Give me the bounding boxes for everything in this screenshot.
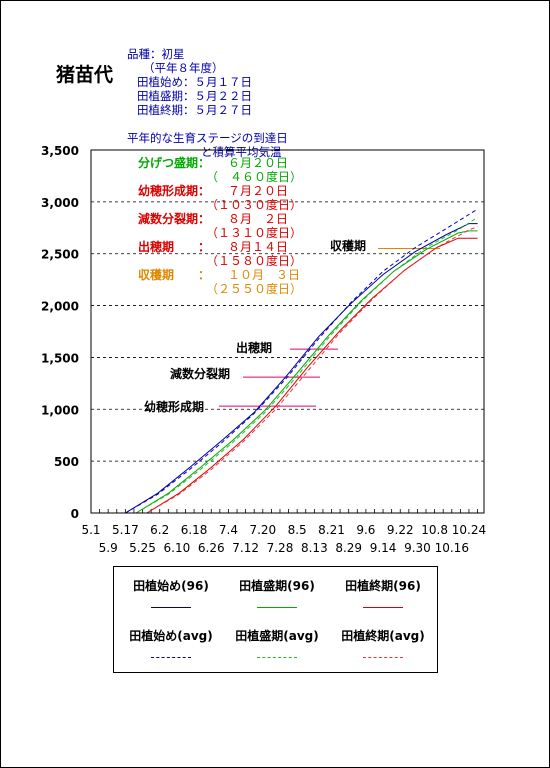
stage-label: 減数分裂期： [138,211,210,226]
series-lines [125,208,478,514]
x-tick-label: 10.16 [435,541,469,555]
legend-label-peak96: 田植盛期(96) [239,579,315,593]
legend-swatch-startavg [151,657,191,658]
stage-temp: （１３１０度日） [206,225,302,240]
x-tick-label: 8.29 [335,541,362,555]
x-tick-label: 8.5 [288,523,307,537]
chart-title: 猪苗代 [56,64,114,86]
x-tick-label: 7.4 [219,523,238,537]
y-tick-label: 3,500 [41,144,79,158]
subtitle-line2: と積算平均気温 [201,145,282,159]
legend: 田植始め(96) 田植盛期(96) 田植終期(96) 田植始め(avg) 田植盛… [113,566,438,673]
stage-label: 収穫期 ： [138,267,210,282]
series-line [135,230,478,514]
x-tick-label: 10.8 [421,523,448,537]
variety-label: 品種：初星 [127,47,185,61]
x-tick-label: 7.28 [267,541,294,555]
y-axis-ticks: 0 500 1,000 1,500 2,000 2,500 3,000 3,500 [41,144,79,521]
x-tick-label: 5.17 [112,523,139,537]
x-tick-label: 5.9 [99,541,118,555]
plant-start-label: 田植始め：５月１７日 [137,75,252,89]
stage-temp: （ ４６０度日） [206,169,302,184]
x-tick-label: 8.13 [301,541,328,555]
legend-label-peakavg: 田植盛期(avg) [235,629,319,643]
x-axis-ticks: 5.1 5.17 6.2 6.18 7.4 7.20 8.5 8.21 9.6 9.22 10.8 1… [81,509,486,555]
stage-temp: （１５８０度日） [206,253,302,268]
plant-peak-label: 田植盛期：５月２２日 [137,89,252,103]
legend-label-start96: 田植始め(96) [133,579,209,593]
legend-swatch-peak96 [257,607,297,608]
legend-label-startavg: 田植始め(avg) [129,629,213,643]
x-tick-label: 6.26 [198,541,225,555]
stage-date: ６月２０日 [228,156,288,170]
y-tick-label: 2,500 [41,248,79,262]
stage-label: 出穂期 ： [138,239,210,254]
legend-swatch-end96 [363,607,403,608]
legend-swatch-endavg [363,657,403,658]
stage-date: ８月１４日 [228,240,288,254]
stage-label: 分げつ盛期： [138,155,210,170]
annotation-label: 幼穂形成期 [144,399,204,414]
legend-label-end96: 田植終期(96) [345,579,421,593]
x-tick-label: 9.22 [387,523,414,537]
plant-end-label: 田植終期：５月２７日 [137,103,252,117]
annotation-label: 出穂期 [236,340,272,355]
subtitle-line1: 平年的な生育ステージの到達日 [127,131,288,145]
x-tick-label: 10.24 [452,523,486,537]
x-tick-label: 6.2 [150,523,169,537]
stage-date: １０月 ３日 [228,268,300,282]
annotation-label: 減数分裂期 [170,366,230,381]
stage-temp: （２５５０度日） [206,281,302,296]
year-label: （平年８年度） [143,61,224,75]
x-tick-label: 6.10 [164,541,191,555]
stage-temp: （１０３０度日） [206,197,302,212]
series-line [135,216,478,514]
y-tick-label: 2,000 [41,300,79,314]
x-tick-label: 5.1 [81,523,100,537]
x-tick-label: 5.25 [129,541,156,555]
stage-date: ７月２０日 [228,184,288,198]
x-tick-label: 9.14 [370,541,397,555]
x-tick-label: 9.6 [356,523,375,537]
stage-date: ８月 ２日 [228,212,288,226]
series-line [146,226,478,514]
y-tick-label: 500 [54,455,79,469]
series-line [125,223,478,514]
legend-swatch-peakavg [257,657,297,658]
annotation-label: 収穫期 [330,238,366,253]
y-tick-label: 0 [71,507,79,521]
stage-label: 幼穂形成期： [138,183,210,198]
x-tick-label: 9.30 [404,541,431,555]
x-tick-label: 8.21 [318,523,345,537]
stage-list: 分げつ盛期： ６月２０日（ ４６０度日）幼穂形成期： ７月２０日（１０３０度日）減数… [138,155,302,296]
y-tick-label: 1,500 [41,351,79,365]
series-line [125,208,478,514]
x-tick-label: 6.18 [181,523,208,537]
legend-swatch-start96 [151,607,191,608]
plot-area [90,149,485,514]
y-tick-label: 1,000 [41,403,79,417]
x-tick-label: 7.20 [249,523,276,537]
y-tick-label: 3,000 [41,196,79,210]
x-tick-label: 7.12 [232,541,259,555]
legend-label-endavg: 田植終期(avg) [341,629,425,643]
